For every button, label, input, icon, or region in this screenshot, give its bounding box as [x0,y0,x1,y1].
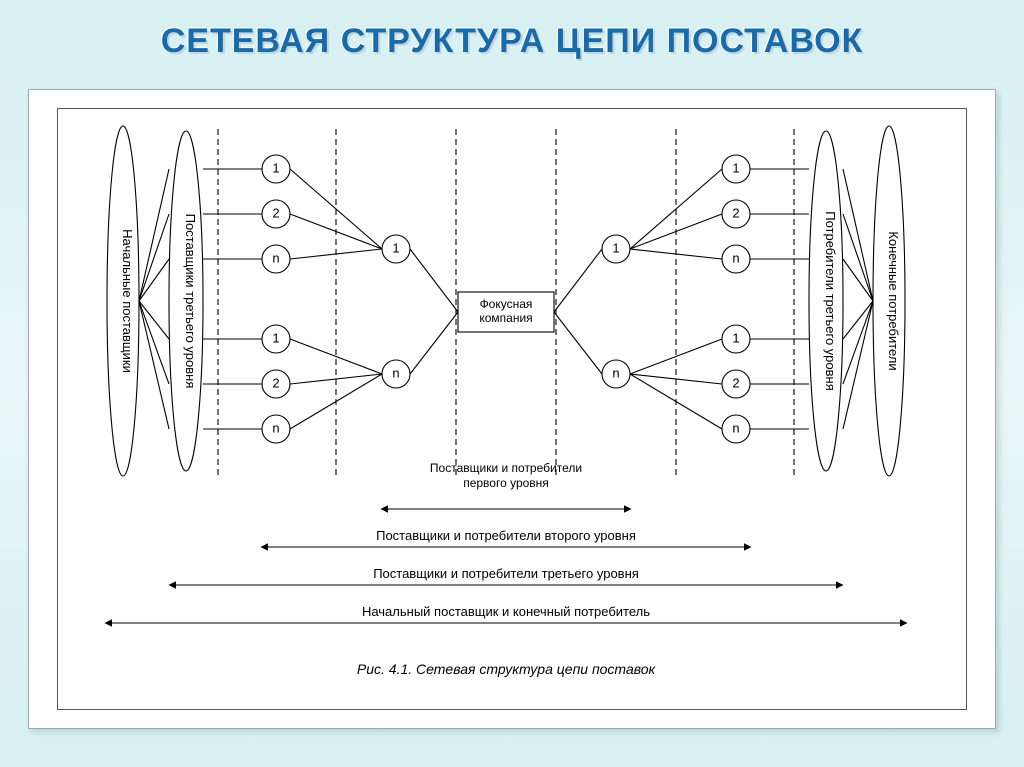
level1-label-b: первого уровня [463,476,549,490]
consumer-l2-node-3-label: 1 [732,330,739,345]
supplier-l2-node-1-label: 2 [272,205,279,220]
consumer-l2-node-1-label: 2 [732,205,739,220]
supplier-l2-node-4-label: 2 [272,375,279,390]
focus-company-label: Фокусная [480,297,533,311]
outer-frame: Начальные поставщики Поставщики третьего … [28,89,996,729]
label-left-outer: Начальные поставщики [120,229,135,373]
diagram-svg: Начальные поставщики Поставщики третьего … [58,109,954,709]
scope-label-level4: Начальный поставщик и конечный потребите… [362,604,650,619]
edge [843,169,873,301]
page-title: СЕТЕВАЯ СТРУКТУРА ЦЕПИ ПОСТАВОК [0,0,1024,71]
edge [139,214,169,301]
supplier-l1-node-0-label: 1 [392,240,399,255]
supplier-l2-node-5-label: n [272,420,279,435]
label-left-inner: Поставщики третьего уровня [183,214,198,389]
consumer-l2-node-5-label: n [732,420,739,435]
scope-label-level3: Поставщики и потребители третьего уровня [373,566,639,581]
edge [843,214,873,301]
edge [410,249,458,312]
supplier-l2-node-2-label: n [272,250,279,265]
edge [139,169,169,301]
edge [843,301,873,384]
diagram-canvas: Начальные поставщики Поставщики третьего … [57,108,967,710]
edge [139,301,169,384]
label-right-inner: Потребители третьего уровня [823,211,838,391]
edge [410,312,458,374]
consumer-l2-node-4-label: 2 [732,375,739,390]
supplier-l2-node-0-label: 1 [272,160,279,175]
consumer-l1-node-1-label: n [612,365,619,380]
consumer-l2-node-0-label: 1 [732,160,739,175]
consumer-l1-node-0-label: 1 [612,240,619,255]
focus-company-label2: компания [479,311,532,325]
scope-label-level2: Поставщики и потребители второго уровня [376,528,636,543]
consumer-l2-node-2-label: n [732,250,739,265]
label-right-outer: Конечные потребители [886,231,901,370]
edge [554,312,602,374]
supplier-l2-node-3-label: 1 [272,330,279,345]
supplier-l1-node-1-label: n [392,365,399,380]
edge [554,249,602,312]
level1-label: Поставщики и потребители [430,461,582,475]
figure-caption: Рис. 4.1. Сетевая структура цепи поставо… [357,661,657,677]
